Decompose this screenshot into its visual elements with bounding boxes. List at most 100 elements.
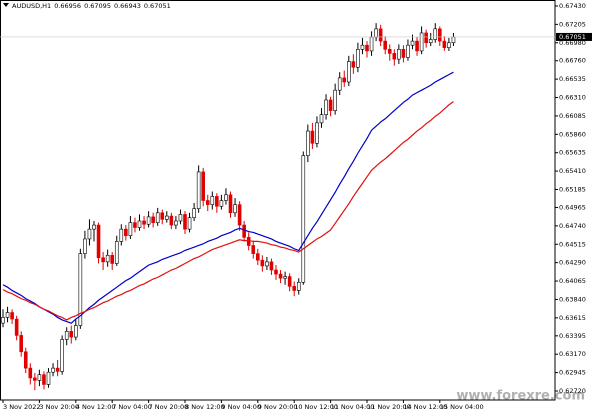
y-tick-label: 0.66535: [559, 75, 586, 83]
y-tick-label: 0.63170: [559, 350, 586, 358]
menu-arrow: [3, 3, 9, 7]
candle-body: [119, 228, 124, 242]
candle-body: [215, 196, 219, 207]
candle-body: [369, 36, 374, 52]
candle-body: [19, 335, 24, 353]
candle-body: [233, 204, 237, 214]
candle-body: [96, 224, 101, 259]
candle-body: [160, 212, 165, 220]
candle-body: [333, 89, 337, 111]
candle-body: [292, 286, 297, 291]
x-tick-label: 7 Nov 04:00: [112, 403, 152, 411]
y-tick-label: 0.64965: [559, 203, 586, 211]
candle-body: [183, 214, 187, 230]
candle-body: [69, 331, 74, 338]
candle-body: [310, 130, 315, 144]
x-tick-label: 7 Nov 20:00: [149, 403, 189, 411]
candle-body: [64, 331, 69, 340]
y-tick-label: 0.62945: [559, 369, 586, 377]
candle-body: [228, 194, 233, 214]
candle-body: [392, 53, 397, 60]
candle-body: [74, 325, 78, 338]
candle-body: [87, 228, 92, 240]
candle-body: [315, 122, 319, 144]
candle-body: [192, 208, 196, 218]
candle-body: [28, 367, 33, 379]
candle-body: [260, 259, 265, 267]
y-tick-label: 0.65410: [559, 167, 586, 175]
candle-body: [447, 42, 451, 48]
candle-body: [155, 212, 160, 223]
candle-body: [151, 216, 155, 223]
x-tick-label: 11 Nov 20:00: [367, 403, 411, 411]
candle-body: [401, 48, 406, 58]
y-tick-label: 0.62720: [559, 387, 586, 395]
candle-body: [83, 238, 87, 254]
y-tick-label: 0.64065: [559, 277, 586, 285]
y-tick-label: 0.64740: [559, 222, 586, 230]
candle-body: [105, 255, 110, 263]
candle-body: [146, 216, 151, 225]
candle-body: [224, 194, 228, 201]
moving-average: [2, 101, 454, 321]
candle-body: [301, 155, 306, 283]
x-tick-label: 3 Nov 2022: [3, 403, 41, 411]
y-tick-label: 0.64515: [559, 240, 586, 248]
x-tick-label: 3 Nov 20:00: [39, 403, 79, 411]
candle-body: [78, 253, 83, 326]
y-tick-label: 0.67430: [559, 2, 586, 10]
candle-body: [128, 222, 133, 236]
candle-body: [1, 317, 5, 324]
candle-body: [406, 44, 410, 58]
candle-body: [274, 269, 278, 275]
candle-body: [424, 32, 428, 44]
candle-body: [428, 39, 433, 44]
y-tick-label: 0.66980: [559, 39, 586, 47]
y-tick-label: 0.66760: [559, 57, 586, 65]
candle-body: [324, 99, 328, 115]
candle-body: [187, 217, 192, 230]
ohlc-value: 0.67051: [144, 2, 171, 10]
x-tick-label: 15 Nov 04:00: [440, 403, 484, 411]
candle-body: [433, 28, 438, 40]
candle-body: [51, 367, 55, 373]
candle-body: [451, 36, 456, 44]
candle-body: [55, 367, 60, 372]
ohlc-value: 0.66956: [54, 2, 81, 10]
x-tick-label: 9 Nov 04:00: [221, 403, 261, 411]
candle-body: [374, 28, 378, 38]
candle-body: [114, 241, 119, 264]
candle-body: [92, 224, 96, 230]
y-tick-label: 0.65185: [559, 185, 586, 193]
candle-body: [33, 377, 37, 381]
candle-body: [342, 77, 347, 83]
candle-body: [178, 214, 183, 222]
candle-body: [265, 261, 269, 267]
candle-body: [365, 44, 369, 52]
candle-body: [10, 312, 14, 320]
candle-body: [60, 339, 64, 372]
candle-body: [255, 253, 260, 261]
candle-body: [410, 40, 415, 46]
y-tick-label: 0.65635: [559, 149, 586, 157]
y-tick-label: 0.63840: [559, 295, 586, 303]
candle-body: [133, 222, 137, 228]
x-tick-label: 14 Nov 12:00: [403, 403, 447, 411]
candle-body: [269, 261, 274, 271]
candle-body: [360, 44, 365, 50]
candle-body: [287, 276, 292, 287]
current-price-label: 0.67051: [559, 33, 586, 41]
candle-body: [397, 48, 401, 60]
y-tick-label: 0.67205: [559, 20, 586, 28]
candle-body: [46, 371, 51, 385]
candle-body: [351, 61, 356, 68]
candle-body: [101, 257, 105, 263]
ohlc-value: 0.67095: [84, 2, 111, 10]
candle-body: [337, 77, 342, 91]
candle-body: [174, 220, 178, 226]
candle-body: [142, 220, 146, 225]
candle-body: [137, 220, 142, 228]
y-tick-label: 0.63615: [559, 314, 586, 322]
candle-body: [328, 99, 333, 111]
